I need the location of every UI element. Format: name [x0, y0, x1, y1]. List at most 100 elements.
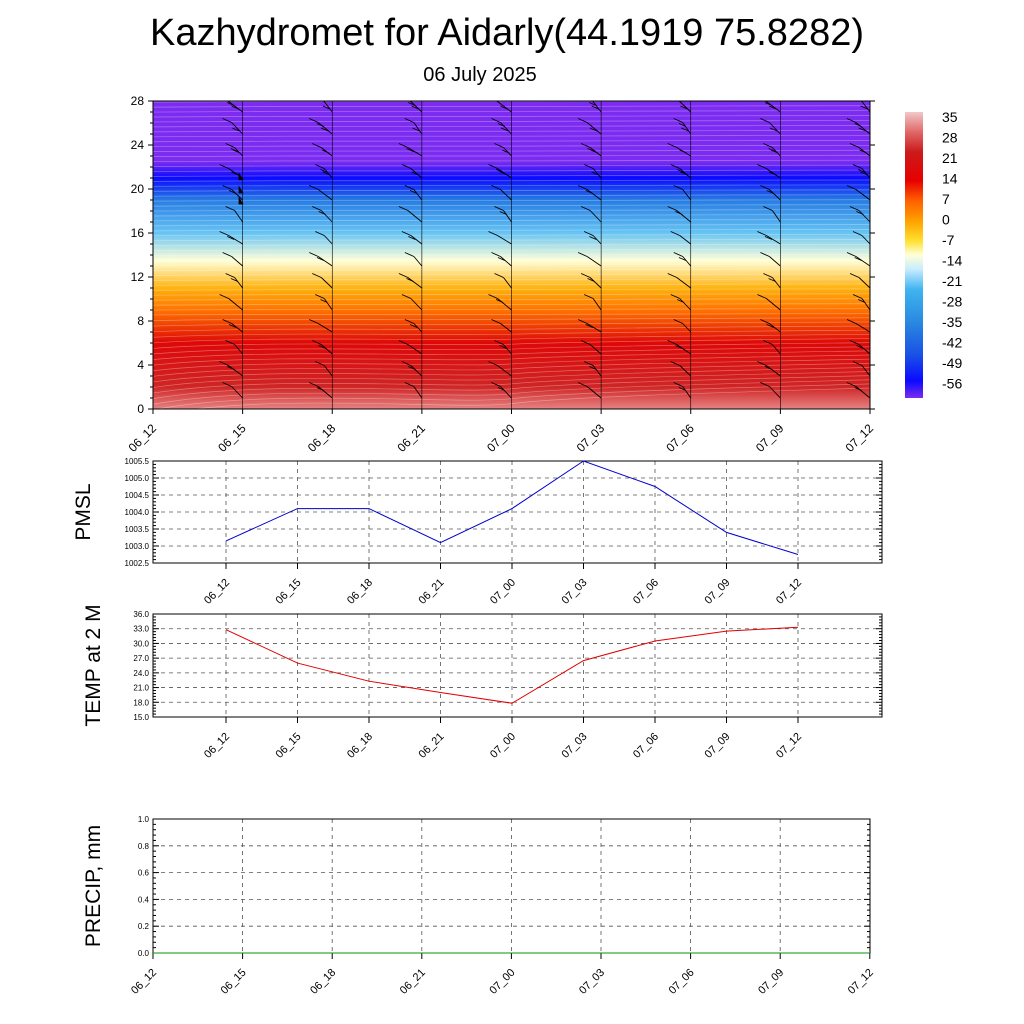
y-tick-label: 1003.0 — [125, 542, 150, 551]
wind-barb — [580, 340, 602, 355]
wind-barb — [763, 206, 781, 223]
wind-barb — [583, 231, 602, 245]
isotherm — [153, 135, 870, 138]
plot-frame — [152, 613, 883, 718]
wind-barb — [315, 164, 333, 179]
isotherm — [153, 179, 870, 182]
legend-label: -7 — [942, 232, 955, 248]
x-tick-label: 07_06 — [631, 577, 661, 607]
x-tick-label: 07_09 — [703, 577, 733, 607]
isotherm — [155, 383, 870, 409]
wind-barb — [849, 206, 870, 223]
isotherm — [153, 169, 870, 172]
wind-barb — [225, 206, 243, 223]
wind-barb — [760, 252, 781, 267]
wind-barb — [757, 231, 781, 245]
x-tick-label: 07_00 — [488, 731, 518, 761]
x-tick-label: 06_21 — [398, 967, 428, 997]
x-tick-label: 06_15 — [274, 731, 304, 761]
isotherm — [153, 224, 870, 227]
wind-barb — [322, 101, 333, 113]
x-tick-label: 06_18 — [345, 577, 375, 607]
x-tick-label: 06_18 — [308, 967, 338, 997]
isotherm — [153, 350, 870, 366]
y-axis-label: TEMP at 2 M — [82, 604, 105, 726]
x-tick-label: 07_00 — [488, 577, 518, 607]
x-tick-label: 06_15 — [219, 967, 249, 997]
wind-barb — [404, 252, 423, 267]
wind-barb — [852, 294, 870, 311]
isotherm — [153, 234, 870, 237]
wind-barb — [677, 101, 692, 113]
y-tick-label: 8 — [137, 314, 144, 328]
wind-barb — [673, 118, 692, 135]
isotherm — [153, 174, 870, 177]
wind-barb — [670, 164, 692, 179]
legend-label: -14 — [942, 253, 962, 269]
wind-barb — [846, 185, 870, 201]
wind-barb — [225, 143, 243, 157]
wind-barb — [580, 273, 602, 289]
isotherm — [153, 110, 870, 113]
isotherm — [153, 268, 870, 271]
isotherm — [153, 303, 870, 306]
wind-barb — [222, 382, 243, 399]
y-tick-label: 0 — [137, 402, 144, 416]
legend-label: -21 — [942, 273, 962, 289]
wind-barb — [673, 382, 692, 399]
legend-label: -49 — [942, 355, 962, 371]
y-tick-label: 0.6 — [138, 869, 150, 878]
wind-barb — [312, 206, 333, 223]
x-tick-label: 07_03 — [560, 577, 590, 607]
wind-barb — [846, 319, 870, 333]
y-tick-label: 24 — [131, 138, 145, 152]
legend-label: 21 — [942, 150, 958, 166]
legend-label: -56 — [942, 376, 962, 392]
wind-barb — [494, 143, 512, 157]
legend-label: 28 — [942, 130, 958, 146]
wind-barb — [760, 382, 781, 399]
y-tick-label: 21.0 — [133, 684, 149, 693]
isotherm — [153, 293, 870, 296]
isotherm — [153, 379, 870, 405]
y-tick-label: 0.0 — [138, 949, 150, 958]
wind-barb — [763, 340, 781, 355]
x-tick-label: 06_18 — [345, 731, 375, 761]
x-tick-label: 06_12 — [202, 731, 232, 761]
wind-barb — [852, 164, 870, 179]
isotherm — [153, 130, 870, 133]
isotherm — [153, 209, 870, 212]
isotherm — [153, 375, 870, 400]
isotherm — [153, 164, 870, 167]
y-tick-label: 1002.5 — [125, 559, 150, 568]
isotherm — [153, 273, 870, 276]
wind-barb — [849, 143, 870, 157]
x-tick-label: 07_09 — [703, 731, 733, 761]
isotherm — [191, 387, 870, 409]
wind-barb — [219, 361, 243, 377]
wind-barb — [491, 382, 512, 399]
wind-barb — [494, 273, 512, 289]
temp2m-panel: 15.0 18.0 21.0 24.0 27.0 30.0 33.0 36.0 06_12 06_… — [82, 604, 883, 761]
isotherm — [153, 253, 870, 256]
isotherm — [153, 248, 870, 251]
isotherm — [153, 367, 870, 388]
chart-date: 06 July 2025 — [423, 64, 537, 86]
wind-barb — [488, 361, 512, 377]
wind-barb — [667, 273, 692, 289]
y-tick-label: 15.0 — [133, 713, 149, 722]
wind-barb — [398, 340, 423, 355]
isotherm — [153, 120, 870, 123]
wind-barb — [764, 101, 781, 113]
x-tick-label: 07_12 — [774, 731, 804, 761]
wind-barb — [763, 143, 781, 157]
y-tick-label: 16 — [131, 226, 145, 240]
x-tick-label: 07_06 — [667, 967, 697, 997]
wind-barb — [312, 273, 333, 289]
x-tick-label: 06_12 — [126, 421, 160, 455]
wind-barb — [488, 164, 512, 179]
wind-barb — [222, 319, 243, 333]
y-tick-label: 33.0 — [133, 625, 149, 634]
isotherm — [153, 194, 870, 197]
y-tick-label: 1005.0 — [125, 474, 150, 483]
